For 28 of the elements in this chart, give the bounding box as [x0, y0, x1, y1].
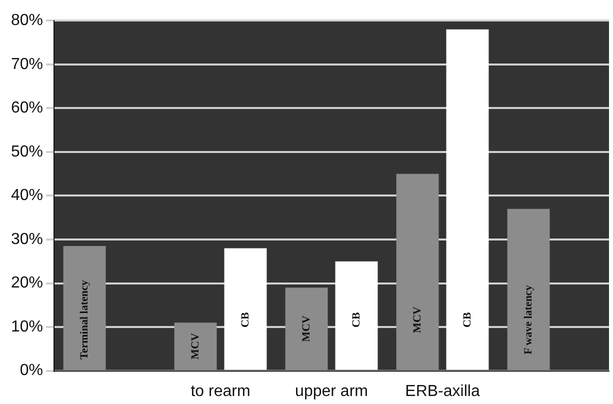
x-tick-label: upper arm [295, 382, 368, 400]
bar [63, 246, 106, 370]
bar [335, 261, 378, 370]
x-tick-label: ERB-axilla [405, 382, 480, 400]
y-tick-label: 0% [20, 362, 44, 380]
data-label: CB [350, 311, 362, 328]
bar [174, 322, 217, 370]
x-tick-label: to rearm [190, 382, 250, 400]
y-tick-label: 80% [10, 12, 44, 30]
y-tick-label: 40% [10, 187, 44, 204]
data-label: MCV [300, 316, 312, 342]
y-tick-label: 60% [10, 100, 44, 117]
y-tick-label: 20% [10, 274, 44, 292]
bar [285, 288, 328, 370]
data-label: MCV [411, 306, 424, 333]
y-tick-label: 50% [10, 143, 44, 160]
data-label: Terminal latency [78, 280, 90, 360]
data-label: CB [239, 311, 252, 328]
bar [446, 29, 489, 370]
data-label: CB [461, 311, 474, 328]
y-tick-label: 10% [10, 318, 44, 336]
data-label: MCV [189, 333, 202, 360]
y-tick-label: 30% [10, 230, 44, 248]
bar [224, 248, 267, 370]
data-label: F wave latency [522, 284, 534, 354]
bar [507, 208, 550, 370]
y-tick-label: 70% [10, 56, 44, 73]
bar [396, 174, 439, 370]
